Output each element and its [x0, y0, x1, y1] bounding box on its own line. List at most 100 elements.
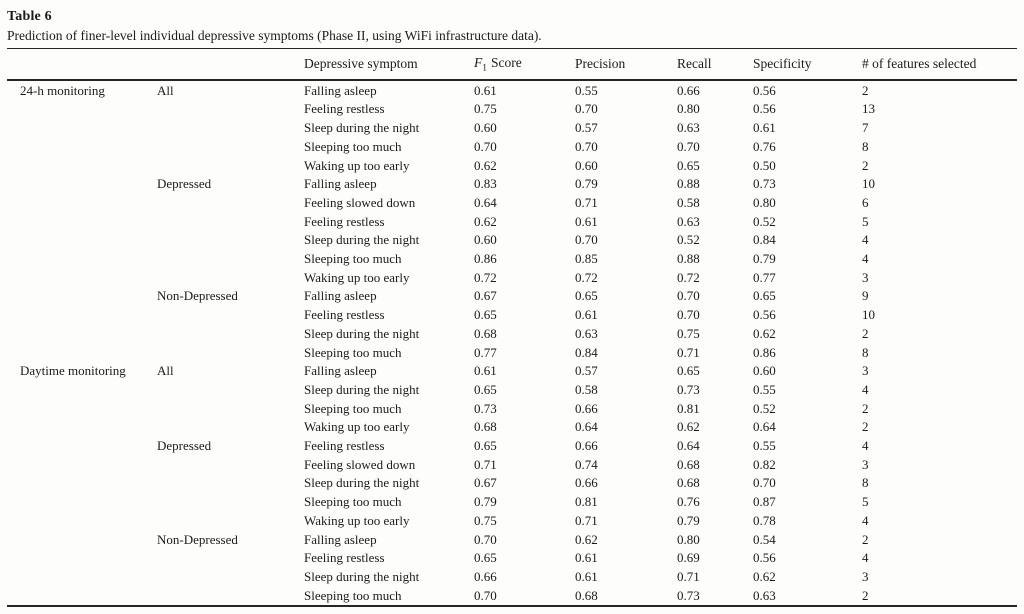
cell-specificity: 0.62	[753, 568, 776, 584]
cell-monitoring	[7, 474, 157, 493]
cell-group	[157, 194, 304, 213]
f1-subscript: 1	[482, 63, 487, 74]
table-row: Sleep during the night 0.68 0.63 0.75 0.…	[7, 325, 1017, 344]
cell-features: 3	[862, 269, 869, 285]
cell-f1: 0.71	[474, 456, 497, 472]
cell-monitoring	[7, 437, 157, 456]
table-row: Feeling restless 0.65 0.61 0.69 0.56 4	[7, 549, 1017, 568]
cell-f1: 0.73	[474, 400, 497, 416]
cell-specificity: 0.65	[753, 288, 776, 304]
cell-f1: 0.65	[474, 550, 497, 566]
cell-precision: 0.70	[575, 232, 598, 248]
cell-precision: 0.57	[575, 363, 598, 379]
cell-group	[157, 493, 304, 512]
cell-f1: 0.61	[474, 363, 497, 379]
cell-recall: 0.65	[677, 157, 700, 173]
cell-recall: 0.80	[677, 531, 700, 547]
cell-recall: 0.80	[677, 101, 700, 117]
cell-features: 4	[862, 512, 869, 528]
cell-f1: 0.75	[474, 101, 497, 117]
cell-features: 6	[862, 194, 869, 210]
cell-f1: 0.67	[474, 288, 497, 304]
table-row: Non-Depressed Falling asleep 0.67 0.65 0…	[7, 287, 1017, 306]
cell-symptom: Sleep during the night	[304, 475, 420, 491]
table-row: Sleeping too much 0.79 0.81 0.76 0.87 5	[7, 493, 1017, 512]
cell-precision: 0.61	[575, 550, 598, 566]
cell-specificity: 0.50	[753, 157, 776, 173]
cell-precision: 0.55	[575, 82, 598, 98]
cell-recall: 0.58	[677, 194, 700, 210]
cell-features: 4	[862, 232, 869, 248]
cell-symptom: Falling asleep	[304, 363, 377, 379]
cell-recall: 0.73	[677, 587, 700, 603]
cell-recall: 0.69	[677, 550, 700, 566]
cell-group	[157, 119, 304, 138]
cell-features: 2	[862, 157, 869, 173]
cell-recall: 0.70	[677, 288, 700, 304]
cell-features: 2	[862, 419, 869, 435]
cell-f1: 0.70	[474, 587, 497, 603]
cell-f1: 0.70	[474, 531, 497, 547]
cell-group	[157, 344, 304, 363]
cell-precision: 0.66	[575, 475, 598, 491]
cell-recall: 0.88	[677, 251, 700, 267]
cell-group	[157, 213, 304, 232]
cell-symptom: Waking up too early	[304, 269, 410, 285]
cell-specificity: 0.79	[753, 251, 776, 267]
cell-monitoring	[7, 138, 157, 157]
cell-features: 4	[862, 381, 869, 397]
cell-precision: 0.70	[575, 138, 598, 154]
cell-f1: 0.62	[474, 213, 497, 229]
cell-symptom: Falling asleep	[304, 531, 377, 547]
cell-group	[157, 474, 304, 493]
cell-monitoring	[7, 418, 157, 437]
cell-recall: 0.64	[677, 438, 700, 454]
cell-specificity: 0.55	[753, 438, 776, 454]
cell-f1: 0.61	[474, 82, 497, 98]
cell-symptom: Sleep during the night	[304, 568, 420, 584]
cell-features: 10	[862, 307, 875, 323]
cell-specificity: 0.64	[753, 419, 776, 435]
cell-f1: 0.67	[474, 475, 497, 491]
cell-symptom: Waking up too early	[304, 419, 410, 435]
cell-f1: 0.70	[474, 138, 497, 154]
table-row: 24-h monitoring All Falling asleep 0.61 …	[7, 80, 1017, 101]
cell-monitoring	[7, 119, 157, 138]
cell-group	[157, 418, 304, 437]
cell-symptom: Sleeping too much	[304, 251, 402, 267]
table-row: Feeling slowed down 0.71 0.74 0.68 0.82 …	[7, 456, 1017, 475]
cell-f1: 0.60	[474, 232, 497, 248]
table-row: Feeling slowed down 0.64 0.71 0.58 0.80 …	[7, 194, 1017, 213]
table-row: Sleep during the night 0.60 0.70 0.52 0.…	[7, 231, 1017, 250]
cell-f1: 0.62	[474, 157, 497, 173]
cell-precision: 0.68	[575, 587, 598, 603]
cell-features: 5	[862, 494, 869, 510]
table-row: Daytime monitoring All Falling asleep 0.…	[7, 362, 1017, 381]
cell-precision: 0.62	[575, 531, 598, 547]
table-row: Depressed Falling asleep 0.83 0.79 0.88 …	[7, 175, 1017, 194]
cell-specificity: 0.86	[753, 344, 776, 360]
cell-features: 9	[862, 288, 869, 304]
cell-monitoring: Daytime monitoring	[20, 363, 126, 379]
cell-recall: 0.71	[677, 568, 700, 584]
cell-group	[157, 306, 304, 325]
cell-precision: 0.58	[575, 381, 598, 397]
cell-recall: 0.68	[677, 456, 700, 472]
cell-symptom: Sleeping too much	[304, 138, 402, 154]
f1-letter: F	[474, 55, 483, 70]
cell-f1: 0.65	[474, 307, 497, 323]
cell-recall: 0.63	[677, 213, 700, 229]
header-group	[157, 49, 304, 80]
cell-specificity: 0.60	[753, 363, 776, 379]
cell-features: 3	[862, 456, 869, 472]
cell-monitoring	[7, 512, 157, 531]
cell-symptom: Sleep during the night	[304, 232, 420, 248]
cell-monitoring	[7, 194, 157, 213]
cell-specificity: 0.54	[753, 531, 776, 547]
cell-precision: 0.60	[575, 157, 598, 173]
table-row: Sleeping too much 0.86 0.85 0.88 0.79 4	[7, 250, 1017, 269]
cell-symptom: Falling asleep	[304, 82, 377, 98]
cell-specificity: 0.80	[753, 194, 776, 210]
cell-f1: 0.64	[474, 194, 497, 210]
